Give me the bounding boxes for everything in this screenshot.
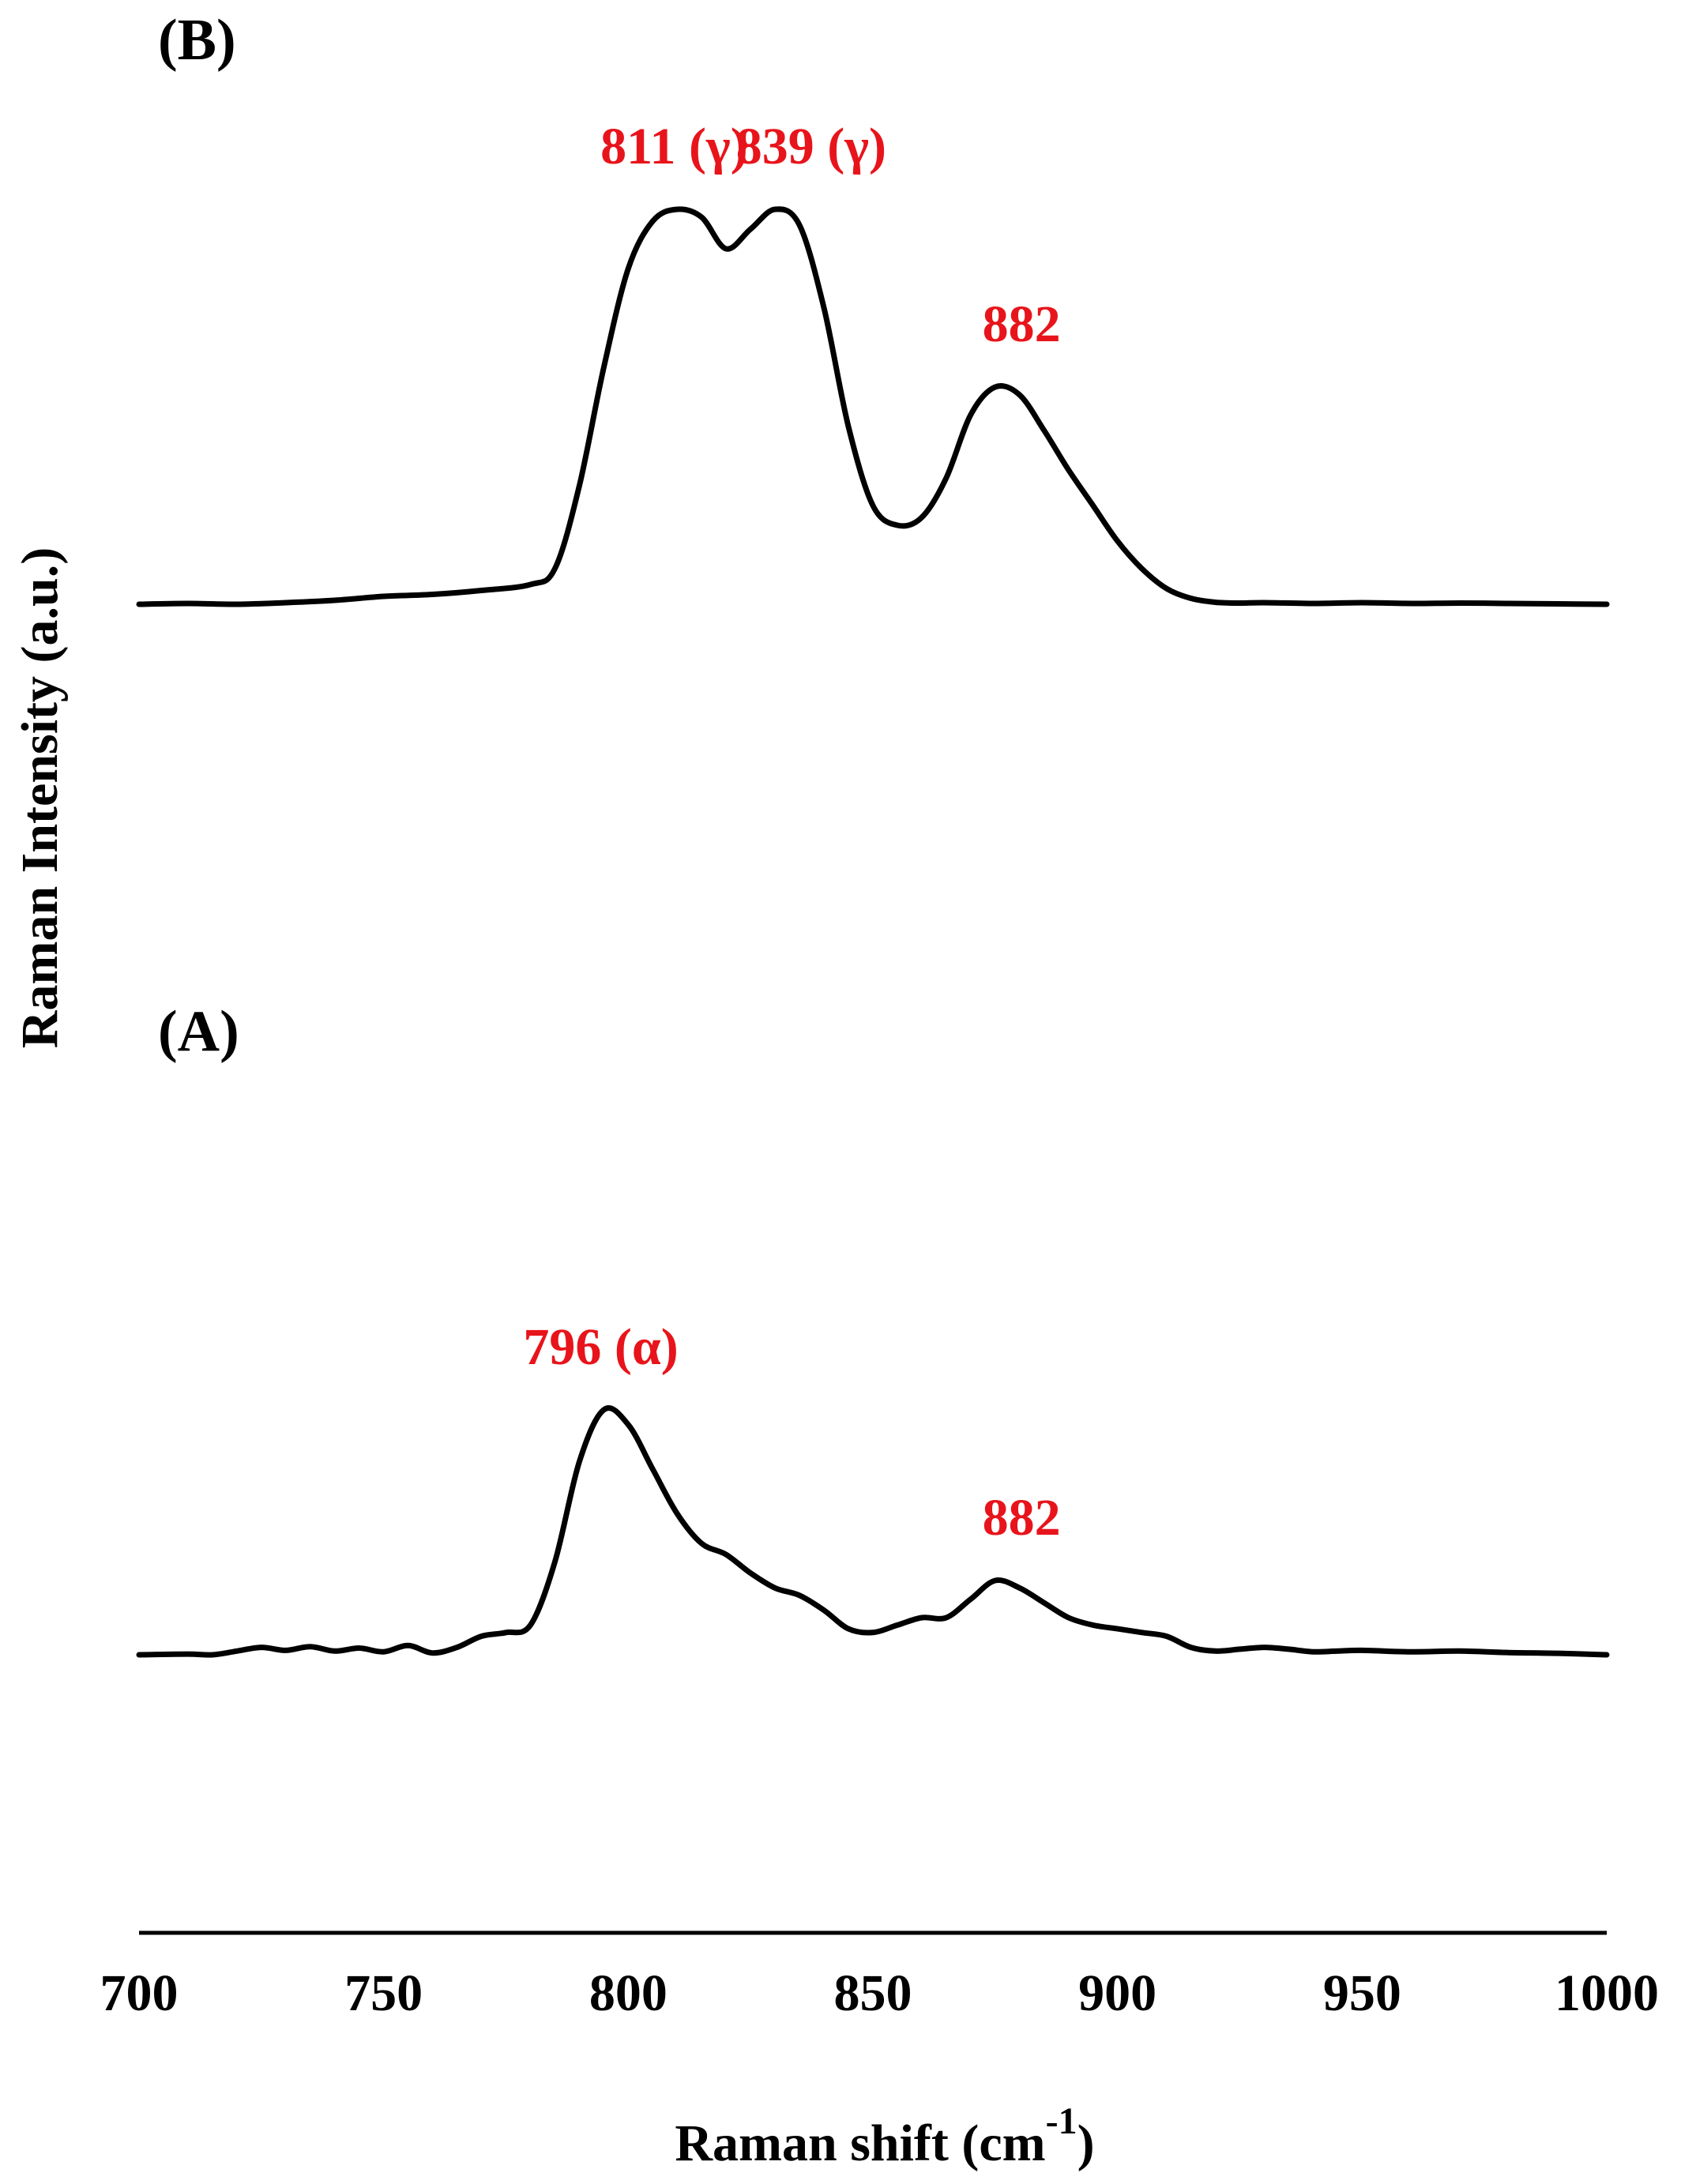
x-axis-label-close: ) — [1077, 2114, 1095, 2172]
peak-annotation: 796 (α) — [523, 1318, 678, 1376]
peak-annotation: 882 — [983, 1489, 1061, 1547]
x-tick-label: 750 — [344, 1964, 423, 2022]
x-tick-labels: 700 750 800 850 900 950 1000 — [100, 1964, 1660, 2022]
spectrum-line-a — [136, 1405, 1610, 1658]
x-tick-label: 850 — [834, 1964, 912, 2022]
panel-label-b: (B) — [158, 8, 236, 73]
peak-annotation: 811 (γ) — [600, 118, 748, 175]
peak-annotation: 882 — [983, 295, 1061, 353]
x-axis-label-superscript: -1 — [1046, 2100, 1077, 2142]
panel-label-a: (A) — [158, 999, 239, 1064]
x-tick-label: 950 — [1323, 1964, 1401, 2022]
x-tick-label: 1000 — [1555, 1964, 1659, 2022]
y-axis-label: Raman Intensity (a.u.) — [11, 547, 69, 1048]
peak-annotation: 839 (γ) — [736, 118, 886, 175]
x-axis-label: Raman shift (cm-1) — [675, 2100, 1094, 2172]
series-layer — [136, 206, 1610, 1658]
x-tick-label: 900 — [1078, 1964, 1156, 2022]
x-tick-label: 800 — [589, 1964, 668, 2022]
x-axis-label-main: Raman shift (cm — [675, 2114, 1045, 2172]
x-tick-label: 700 — [100, 1964, 179, 2022]
panel-labels: (B) (A) — [158, 8, 239, 1064]
spectrum-line-b — [136, 206, 1610, 607]
annotation-layer: 811 (γ)839 (γ) 882 796 (α) 882 — [523, 118, 1060, 1547]
